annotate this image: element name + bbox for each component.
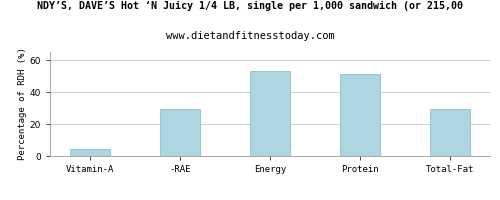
Bar [250,71,290,156]
Bar [160,109,200,156]
Bar [70,149,110,156]
Text: NDY’S, DAVE’S Hot ‘N Juicy 1/4 LB, single per 1,000 sandwich (or 215,00: NDY’S, DAVE’S Hot ‘N Juicy 1/4 LB, singl… [37,1,463,11]
Y-axis label: Percentage of RDH (%): Percentage of RDH (%) [18,48,26,160]
Bar [430,109,470,156]
Text: www.dietandfitnesstoday.com: www.dietandfitnesstoday.com [166,31,334,41]
Bar [340,74,380,156]
